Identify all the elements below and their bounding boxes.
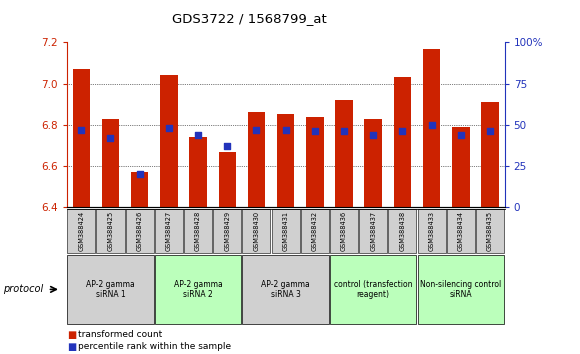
Text: AP-2 gamma
siRNA 1: AP-2 gamma siRNA 1 <box>86 280 135 299</box>
Bar <box>452 127 470 207</box>
Text: Non-silencing control
siRNA: Non-silencing control siRNA <box>420 280 502 299</box>
Text: percentile rank within the sample: percentile rank within the sample <box>78 342 231 352</box>
Bar <box>219 152 236 207</box>
Text: ■: ■ <box>67 330 76 339</box>
Bar <box>189 137 207 207</box>
Point <box>106 135 115 141</box>
Point <box>164 125 173 131</box>
Point <box>77 127 86 132</box>
Text: GSM388433: GSM388433 <box>429 211 434 251</box>
Bar <box>131 172 148 207</box>
Bar <box>160 75 177 207</box>
Bar <box>277 114 295 207</box>
Text: GSM388427: GSM388427 <box>166 211 172 251</box>
Bar <box>306 116 324 207</box>
Text: GSM388435: GSM388435 <box>487 211 493 251</box>
Point <box>310 129 320 134</box>
Point <box>427 122 436 128</box>
Text: GSM388425: GSM388425 <box>107 211 114 251</box>
Text: control (transfection
reagent): control (transfection reagent) <box>334 280 412 299</box>
Bar <box>481 102 499 207</box>
Text: GSM388431: GSM388431 <box>282 211 289 251</box>
Point <box>281 127 291 132</box>
Text: GSM388430: GSM388430 <box>253 211 259 251</box>
Bar <box>335 100 353 207</box>
Bar <box>394 78 411 207</box>
Point <box>193 132 203 137</box>
Text: GSM388429: GSM388429 <box>224 211 230 251</box>
Text: protocol: protocol <box>3 284 43 295</box>
Bar <box>248 113 265 207</box>
Point <box>339 129 349 134</box>
Bar <box>72 69 90 207</box>
Text: AP-2 gamma
siRNA 2: AP-2 gamma siRNA 2 <box>173 280 223 299</box>
Text: GSM388426: GSM388426 <box>137 211 143 251</box>
Point <box>135 171 144 177</box>
Point <box>369 132 378 137</box>
Bar <box>423 48 440 207</box>
Bar <box>364 119 382 207</box>
Text: GSM388436: GSM388436 <box>341 211 347 251</box>
Text: GSM388438: GSM388438 <box>400 211 405 251</box>
Text: GSM388434: GSM388434 <box>458 211 464 251</box>
Text: GSM388424: GSM388424 <box>78 211 84 251</box>
Point <box>223 143 232 149</box>
Text: AP-2 gamma
siRNA 3: AP-2 gamma siRNA 3 <box>261 280 310 299</box>
Point <box>398 129 407 134</box>
Text: GDS3722 / 1568799_at: GDS3722 / 1568799_at <box>172 12 327 25</box>
Point <box>485 129 495 134</box>
Text: GSM388437: GSM388437 <box>370 211 376 251</box>
Bar <box>102 119 119 207</box>
Text: GSM388432: GSM388432 <box>312 211 318 251</box>
Text: GSM388428: GSM388428 <box>195 211 201 251</box>
Point <box>456 132 466 137</box>
Text: ■: ■ <box>67 342 76 352</box>
Text: transformed count: transformed count <box>78 330 162 339</box>
Point <box>252 127 261 132</box>
